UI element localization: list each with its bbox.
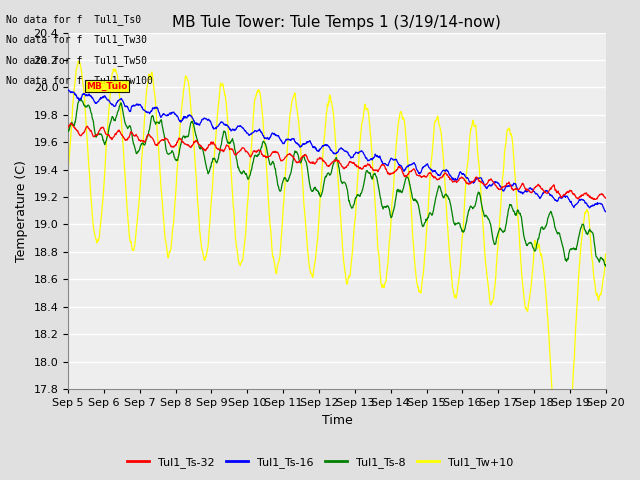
X-axis label: Time: Time [321, 414, 352, 427]
Text: No data for f  Tul1_Ts0: No data for f Tul1_Ts0 [6, 13, 141, 24]
Text: MB_Tulo: MB_Tulo [86, 82, 128, 91]
Text: No data for f  Tul1_Tw30: No data for f Tul1_Tw30 [6, 34, 147, 45]
Legend: Tul1_Ts-32, Tul1_Ts-16, Tul1_Ts-8, Tul1_Tw+10: Tul1_Ts-32, Tul1_Ts-16, Tul1_Ts-8, Tul1_… [123, 452, 517, 472]
Text: No data for f  Tul1_Tw100: No data for f Tul1_Tw100 [6, 75, 153, 86]
Y-axis label: Temperature (C): Temperature (C) [15, 160, 28, 262]
Title: MB Tule Tower: Tule Temps 1 (3/19/14-now): MB Tule Tower: Tule Temps 1 (3/19/14-now… [173, 15, 501, 30]
Text: No data for f  Tul1_Tw50: No data for f Tul1_Tw50 [6, 55, 147, 66]
